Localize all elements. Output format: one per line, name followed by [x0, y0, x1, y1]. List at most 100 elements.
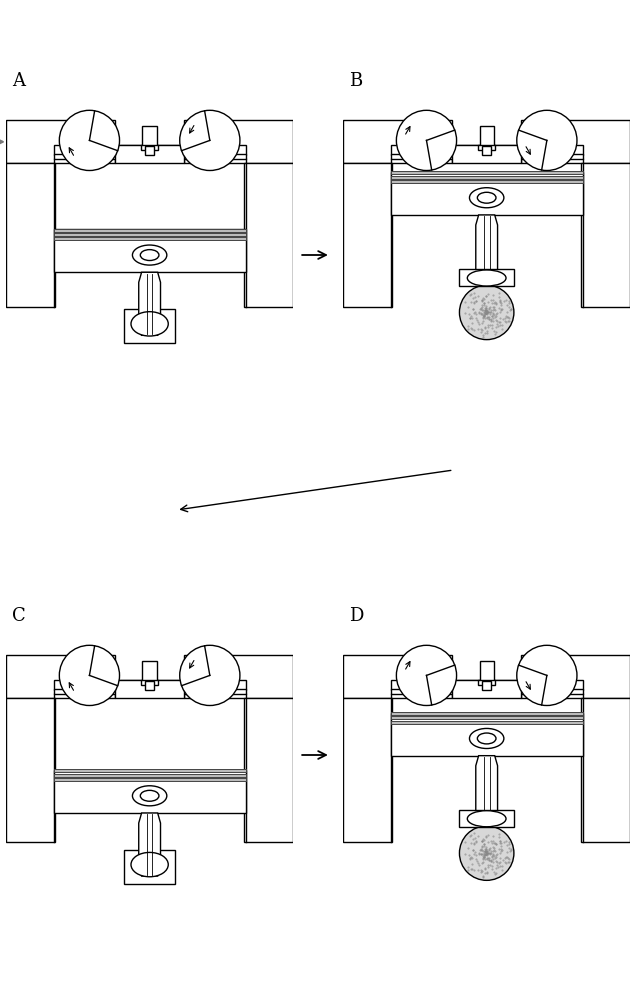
- Bar: [244, 163, 293, 307]
- Bar: [343, 120, 452, 163]
- Bar: [391, 180, 583, 183]
- Bar: [343, 163, 392, 307]
- Ellipse shape: [131, 312, 168, 336]
- Ellipse shape: [132, 786, 167, 806]
- Bar: [391, 716, 583, 719]
- Bar: [391, 172, 583, 215]
- Bar: [452, 680, 521, 698]
- Bar: [54, 680, 246, 690]
- Bar: [479, 126, 494, 146]
- Bar: [6, 163, 55, 307]
- Bar: [115, 680, 184, 698]
- Bar: [54, 233, 246, 236]
- Bar: [391, 712, 583, 715]
- Ellipse shape: [467, 270, 506, 286]
- Bar: [54, 154, 246, 159]
- Bar: [142, 126, 157, 146]
- Bar: [115, 145, 184, 163]
- Bar: [581, 163, 630, 307]
- Bar: [54, 237, 246, 240]
- Bar: [459, 810, 514, 827]
- Bar: [478, 145, 495, 150]
- Bar: [142, 661, 157, 681]
- Polygon shape: [476, 756, 498, 819]
- Bar: [391, 176, 583, 179]
- Bar: [343, 698, 392, 842]
- Ellipse shape: [131, 852, 168, 877]
- Bar: [391, 171, 583, 174]
- Bar: [244, 698, 293, 842]
- Bar: [54, 145, 246, 155]
- Circle shape: [59, 110, 120, 171]
- Ellipse shape: [140, 790, 159, 801]
- Bar: [343, 163, 392, 307]
- Bar: [6, 120, 115, 163]
- Circle shape: [180, 110, 240, 171]
- Bar: [391, 154, 583, 159]
- Bar: [54, 769, 246, 772]
- Ellipse shape: [469, 728, 504, 749]
- Text: C: C: [12, 607, 26, 625]
- Bar: [343, 698, 392, 842]
- Bar: [54, 770, 246, 813]
- Bar: [391, 680, 583, 690]
- Bar: [391, 689, 583, 694]
- Circle shape: [459, 285, 514, 340]
- Circle shape: [517, 645, 577, 706]
- Circle shape: [59, 645, 120, 706]
- Ellipse shape: [140, 250, 159, 261]
- Bar: [124, 309, 175, 343]
- Text: D: D: [349, 607, 364, 625]
- Bar: [184, 655, 293, 698]
- Bar: [244, 698, 293, 842]
- Bar: [581, 698, 630, 842]
- Ellipse shape: [469, 188, 504, 208]
- Bar: [244, 163, 293, 307]
- Bar: [391, 713, 583, 756]
- Ellipse shape: [132, 245, 167, 265]
- Bar: [141, 680, 158, 685]
- Text: B: B: [349, 72, 362, 90]
- Circle shape: [459, 826, 514, 880]
- Polygon shape: [476, 215, 498, 278]
- Circle shape: [517, 110, 577, 171]
- Bar: [184, 120, 293, 163]
- Bar: [343, 655, 452, 698]
- Bar: [391, 145, 583, 155]
- Circle shape: [396, 110, 457, 171]
- Bar: [146, 146, 154, 155]
- Bar: [459, 269, 514, 286]
- Bar: [6, 698, 55, 842]
- Text: A: A: [12, 72, 25, 90]
- Bar: [521, 655, 630, 698]
- Polygon shape: [139, 272, 161, 335]
- Bar: [6, 163, 55, 307]
- Bar: [343, 655, 452, 698]
- Bar: [6, 698, 55, 842]
- Bar: [184, 120, 293, 163]
- Bar: [521, 655, 630, 698]
- Bar: [343, 120, 452, 163]
- Ellipse shape: [478, 733, 496, 744]
- Bar: [483, 146, 491, 155]
- Bar: [54, 229, 246, 272]
- Bar: [479, 661, 494, 681]
- Bar: [141, 145, 158, 150]
- Ellipse shape: [467, 811, 506, 827]
- Bar: [581, 698, 630, 842]
- Bar: [124, 850, 175, 884]
- Bar: [391, 721, 583, 724]
- Bar: [54, 774, 246, 777]
- Bar: [54, 778, 246, 781]
- Bar: [6, 655, 115, 698]
- Ellipse shape: [478, 192, 496, 203]
- Polygon shape: [139, 813, 161, 876]
- Circle shape: [396, 645, 457, 706]
- Bar: [521, 120, 630, 163]
- Bar: [581, 163, 630, 307]
- Bar: [483, 681, 491, 690]
- Bar: [184, 655, 293, 698]
- Bar: [6, 120, 115, 163]
- Bar: [452, 145, 521, 163]
- Bar: [54, 689, 246, 694]
